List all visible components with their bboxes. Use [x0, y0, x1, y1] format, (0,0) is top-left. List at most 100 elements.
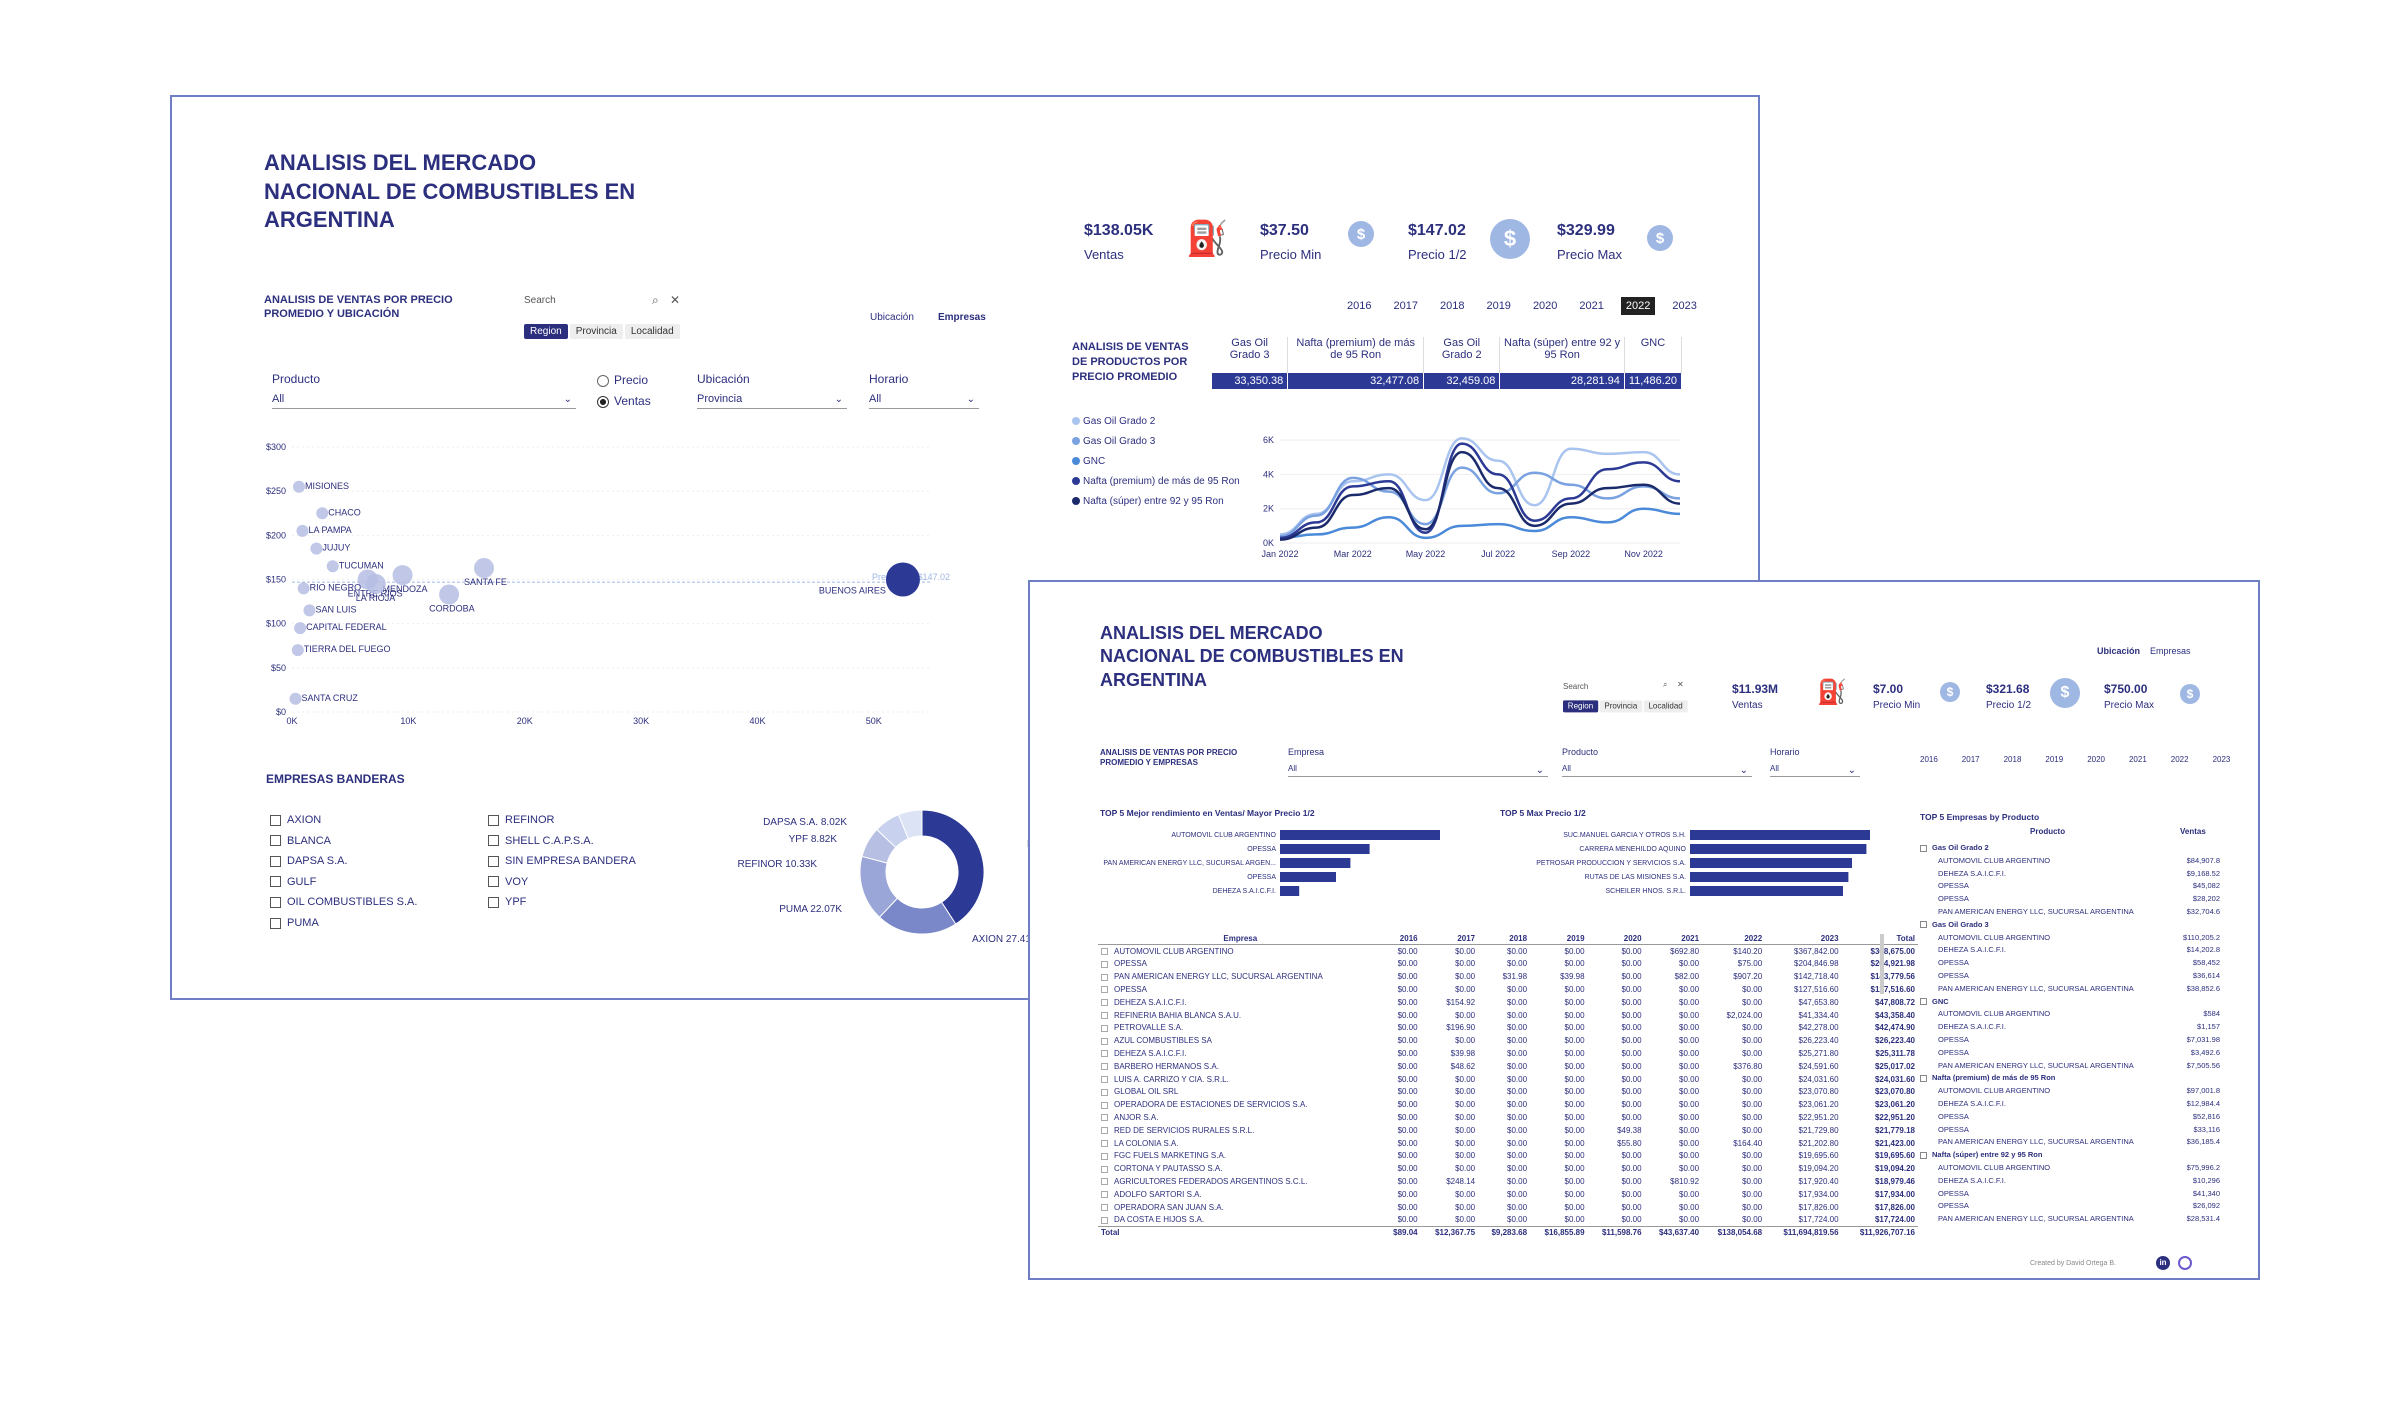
scatter-point[interactable] [291, 644, 304, 657]
table-row[interactable]: OPESSA $0.00 $0.00 $0.00 $0.00 $0.00 $0.00 $75.… [1098, 958, 1918, 971]
bar[interactable] [1690, 858, 1852, 868]
producto-dropdown[interactable]: All ⌄ [272, 393, 576, 409]
producto-dropdown-2[interactable]: All ⌄ [1562, 764, 1752, 777]
group-header[interactable]: Nafta (súper) entre 92 y 95 Ron [1920, 1149, 2220, 1162]
expand-icon[interactable] [1101, 960, 1108, 968]
empresa-checkbox-item[interactable]: REFINOR [488, 810, 636, 831]
table-row[interactable]: PAN AMERICAN ENERGY LLC, SUCURSAL ARGENT… [1098, 970, 1918, 983]
year-item-2018[interactable]: 2018 [1439, 300, 1465, 312]
series-line[interactable] [1279, 466, 1681, 538]
checkbox[interactable] [270, 855, 281, 867]
group-header[interactable]: Nafta (premium) de más de 95 Ron [1920, 1072, 2220, 1085]
expand-icon[interactable] [1101, 1101, 1108, 1109]
table-row[interactable]: LA COLONIA S.A. $0.00 $0.00 $0.00 $0.00 $55.8… [1098, 1137, 1918, 1150]
checkbox[interactable] [488, 855, 499, 867]
expand-icon[interactable] [1101, 1191, 1108, 1199]
radio-precio[interactable]: Precio [597, 373, 648, 387]
column-header[interactable]: 2017 [1420, 932, 1479, 946]
tag-localidad[interactable]: Localidad [1643, 700, 1688, 713]
expand-icon[interactable] [1101, 1178, 1108, 1186]
expand-icon[interactable] [1101, 1165, 1108, 1173]
bar[interactable] [1690, 886, 1843, 896]
expand-icon[interactable] [1101, 1050, 1108, 1058]
column-header[interactable]: Empresa [1098, 932, 1383, 946]
checkbox[interactable] [270, 814, 281, 826]
series-line[interactable] [1279, 507, 1681, 540]
tab-ubicacion-2[interactable]: Ubicación [2097, 646, 2141, 656]
group-header[interactable]: GNC [1920, 996, 2220, 1009]
checkbox[interactable] [270, 876, 281, 888]
year-item-2017[interactable]: 2017 [1393, 300, 1418, 312]
donut-slice[interactable] [897, 809, 923, 840]
scatter-point[interactable] [474, 558, 494, 579]
year-item-2019[interactable]: 2019 [1486, 300, 1511, 312]
search-icon[interactable]: ⌕ [1663, 680, 1668, 689]
close-icon[interactable]: ✕ [1677, 680, 1684, 689]
scatter-point[interactable] [294, 622, 307, 635]
empresa-checkbox-item[interactable]: SIN EMPRESA BANDERA [488, 851, 636, 872]
column-header[interactable]: 2020 [1587, 932, 1645, 946]
radio-ventas[interactable]: Ventas [597, 394, 651, 408]
group-header[interactable]: Gas Oil Grado 2 [1920, 842, 2220, 855]
year-item-2020[interactable]: 2020 [2087, 755, 2105, 764]
series-line[interactable] [1279, 437, 1681, 536]
expand-icon[interactable] [1101, 1076, 1108, 1084]
search-box-2[interactable]: Search ⌕ ✕ [1563, 680, 1693, 691]
table-row[interactable]: OPERADORA DE ESTACIONES DE SERVICIOS S.A… [1098, 1098, 1918, 1111]
year-item-2022[interactable]: 2022 [1620, 297, 1656, 315]
bar[interactable] [1280, 830, 1440, 840]
expand-icon[interactable] [1101, 1140, 1108, 1148]
column-header[interactable]: 2021 [1644, 932, 1703, 946]
horario-dropdown[interactable]: All ⌄ [869, 393, 979, 409]
scatter-point[interactable] [297, 582, 310, 595]
scatter-point[interactable] [392, 565, 413, 586]
year-item-2019[interactable]: 2019 [2045, 755, 2064, 764]
table-row[interactable]: REFINERIA BAHIA BLANCA S.A.U. $0.00 $0.00 $… [1098, 1009, 1918, 1022]
table-row[interactable]: LUIS A. CARRIZO Y CIA. S.R.L. $0.00 $0.00 $… [1098, 1073, 1918, 1086]
empresas-matrix[interactable]: Empresa 2016 2017 2018 2019 2020 2021 2022 2023 T… [1098, 932, 1938, 1252]
linkedin-icon[interactable]: in [2156, 1256, 2170, 1270]
table-row[interactable]: GLOBAL OIL SRL $0.00 $0.00 $0.00 $0.00 $0.00 $… [1098, 1086, 1918, 1099]
group-header[interactable]: Gas Oil Grado 3 [1920, 919, 2220, 932]
table-row[interactable]: RED DE SERVICIOS RURALES S.R.L. $0.00 $0.0… [1098, 1124, 1918, 1137]
expand-icon[interactable] [1101, 1204, 1108, 1212]
search-input-2[interactable]: Search [1563, 682, 1589, 691]
year-item-2022[interactable]: 2022 [2170, 755, 2189, 764]
empresa-checkbox-item[interactable]: SHELL C.A.P.S.A. [488, 831, 636, 852]
collapse-icon[interactable] [1920, 1074, 1927, 1082]
scatter-point[interactable] [289, 692, 302, 705]
year-item-2020[interactable]: 2020 [1532, 300, 1558, 312]
table-scrollbar[interactable] [1880, 934, 1884, 994]
tag-provincia[interactable]: Provincia [1599, 700, 1643, 713]
table-row[interactable]: OPESSA $0.00 $0.00 $0.00 $0.00 $0.00 $0.00 $0.0… [1098, 983, 1918, 996]
tag-region[interactable]: Region [1563, 700, 1598, 713]
year-item-2017[interactable]: 2017 [1961, 755, 1980, 764]
legend-item[interactable]: Nafta (premium) de más de 95 Ron [1072, 472, 1240, 492]
bar[interactable] [1280, 844, 1370, 854]
series-line[interactable] [1279, 450, 1681, 541]
scatter-point[interactable] [885, 562, 920, 597]
tag-region[interactable]: Region [524, 324, 568, 339]
year-item-2016[interactable]: 2016 [1920, 755, 1938, 764]
column-header[interactable]: 2018 [1478, 932, 1531, 946]
scatter-point[interactable] [310, 542, 323, 555]
table-row[interactable]: DEHEZA S.A.I.C.F.I. $0.00 $39.98 $0.00 $0.00… [1098, 1047, 1918, 1060]
tag-provincia[interactable]: Provincia [569, 324, 623, 339]
expand-icon[interactable] [1101, 1024, 1108, 1032]
expand-icon[interactable] [1101, 973, 1108, 981]
empresa-checkbox-item[interactable]: VOY [488, 872, 636, 893]
expand-icon[interactable] [1101, 948, 1108, 956]
scatter-point[interactable] [296, 524, 309, 537]
checkbox[interactable] [270, 917, 281, 929]
expand-icon[interactable] [1101, 999, 1108, 1007]
empresa-checkbox-item[interactable]: AXION [270, 810, 417, 831]
collapse-icon[interactable] [1920, 1151, 1927, 1159]
table-row[interactable]: FGC FUELS MARKETING S.A. $0.00 $0.00 $0.00 $… [1098, 1150, 1918, 1163]
empresa-checkbox-item[interactable]: GULF [270, 872, 417, 893]
donut-slice[interactable] [921, 809, 985, 925]
tab-ubicacion[interactable]: Ubicación [870, 312, 914, 323]
table-row[interactable]: AGRICULTORES FEDERADOS ARGENTINOS S.C.L.… [1098, 1175, 1918, 1188]
year-item-2021[interactable]: 2021 [2128, 755, 2147, 764]
table-row[interactable]: ANJOR S.A. $0.00 $0.00 $0.00 $0.00 $0.00 $0.00… [1098, 1111, 1918, 1124]
scatter-point[interactable] [316, 507, 329, 520]
